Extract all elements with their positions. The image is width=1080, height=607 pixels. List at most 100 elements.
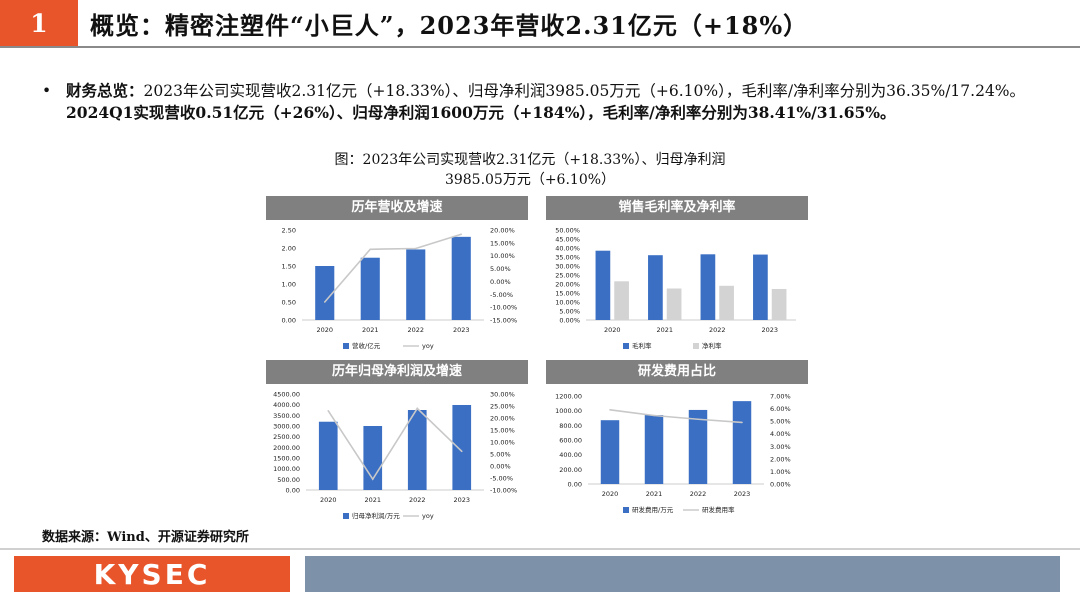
left-tick-label: 200.00: [559, 466, 582, 474]
series-line: [327, 407, 463, 481]
left-tick-label: 500.00: [277, 476, 300, 484]
figure-caption-line2: 3985.05万元（+6.10%）: [444, 172, 616, 188]
bar: [407, 410, 427, 490]
bar: [614, 281, 629, 320]
line-point: [416, 407, 419, 410]
right-tick-label: -15.00%: [490, 317, 517, 325]
summary-bullet: • 财务总览：2023年公司实现营收2.31亿元（+18.33%）、归母净利润3…: [42, 80, 1032, 124]
category-label: 2023: [761, 326, 778, 334]
legend-label: 归母净利润/万元: [352, 511, 400, 520]
figure-caption-line1: 图：2023年公司实现营收2.31亿元（+18.33%）、归母净利润: [334, 152, 726, 168]
bullet-dot: •: [42, 82, 52, 100]
right-tick-label: 0.00%: [490, 463, 511, 471]
left-tick-label: 0.00: [282, 317, 296, 325]
left-tick-label: 0.50: [282, 299, 296, 307]
footer-divider: [0, 548, 1080, 550]
right-tick-label: 5.00%: [490, 451, 511, 459]
left-tick-label: 20.00%: [555, 281, 580, 289]
left-tick-label: 5.00%: [559, 308, 580, 316]
right-tick-label: 15.00%: [490, 427, 515, 435]
left-tick-label: 1.50: [282, 263, 296, 271]
left-tick-label: 0.00: [286, 487, 300, 495]
chart-panel-netprofit: 历年归母净利润及增速 4500.00 4000.00 3500.00 3000.00 2…: [266, 360, 528, 528]
right-tick-label: 10.00%: [490, 439, 515, 447]
right-tick-label: 25.00%: [490, 403, 515, 411]
chart-title-margin: 销售毛利率及净利率: [546, 196, 808, 220]
legend-label: 研发费用/万元: [632, 505, 674, 514]
chart-title-netprofit: 历年归母净利润及增速: [266, 360, 528, 384]
bar: [688, 409, 708, 484]
line-point: [371, 478, 374, 480]
right-tick-label: 5.00%: [770, 418, 791, 426]
figure-caption: 图：2023年公司实现营收2.31亿元（+18.33%）、归母净利润 3985.…: [320, 150, 740, 190]
chart-panel-margin: 销售毛利率及净利率 50.00% 45.00% 40.00% 35.00% 30.00%…: [546, 196, 808, 364]
legend-label: 毛利率: [632, 341, 652, 350]
left-tick-label: 2000.00: [273, 444, 300, 452]
category-label: 2021: [362, 326, 379, 334]
chart-margin: 50.00%45.00%40.00%35.00%30.00%25.00%20.0…: [555, 227, 796, 350]
legend-label: 净利率: [702, 341, 722, 350]
summary-text-2024q1: 2024Q1实现营收0.51亿元（+26%）、归母净利润1600万元（+184%…: [66, 103, 896, 122]
chart-panel-revenue: 历年营收及增速 2.50 2.00 1.50 1.00 0.50 0.00 20.00% 15…: [266, 196, 528, 364]
left-tick-label: 10.00%: [555, 299, 580, 307]
bar: [406, 249, 426, 320]
bar: [318, 421, 338, 490]
bar: [719, 285, 734, 320]
line-point: [609, 409, 611, 411]
left-tick-label: 45.00%: [555, 236, 580, 244]
summary-lead: 财务总览：: [66, 81, 144, 100]
section-number: 1: [0, 0, 78, 46]
right-tick-label: 7.00%: [770, 393, 791, 401]
legend-swatch: [623, 343, 629, 349]
legend-swatch: [693, 343, 699, 349]
left-tick-label: 4500.00: [273, 391, 300, 399]
chart-netprofit: 4500.00 4000.00 3500.00 3000.00 2500.00 2000.…: [273, 391, 517, 521]
right-tick-label: -10.00%: [490, 304, 517, 312]
line-point: [414, 247, 417, 250]
series-line: [324, 233, 462, 303]
bar: [644, 415, 664, 484]
legend-label: 营收/亿元: [352, 341, 381, 350]
right-tick-label: 4.00%: [770, 430, 791, 438]
data-source: 数据来源：Wind、开源证券研究所: [42, 530, 249, 545]
left-tick-label: 4000.00: [273, 401, 300, 409]
left-tick-label: 1000.00: [555, 407, 582, 415]
left-tick-label: 25.00%: [555, 272, 580, 280]
bar: [700, 254, 716, 320]
right-tick-label: 10.00%: [490, 252, 515, 260]
line-point: [323, 301, 326, 303]
right-tick-label: 6.00%: [770, 405, 791, 413]
category-label: 2021: [364, 496, 381, 504]
bar: [315, 266, 335, 320]
bar: [452, 404, 472, 490]
left-tick-label: 30.00%: [555, 263, 580, 271]
category-label: 2023: [453, 326, 470, 334]
bar: [595, 250, 611, 320]
left-tick-label: 1000.00: [273, 465, 300, 473]
right-tick-label: 0.00%: [770, 481, 791, 489]
series-line: [609, 409, 743, 424]
bar: [363, 426, 383, 490]
line-point: [460, 233, 463, 236]
category-label: 2022: [690, 490, 707, 498]
category-label: 2020: [602, 490, 619, 498]
category-label: 2020: [316, 326, 333, 334]
left-tick-label: 15.00%: [555, 290, 580, 298]
legend-swatch: [343, 513, 349, 519]
right-tick-label: -5.00%: [490, 475, 513, 483]
left-tick-label: 800.00: [559, 422, 582, 430]
bar: [771, 288, 787, 320]
category-label: 2022: [407, 326, 424, 334]
logo-text: KYSEC: [93, 557, 211, 591]
bar: [451, 236, 471, 320]
bar: [732, 401, 752, 484]
bar: [360, 257, 380, 320]
line-point: [697, 418, 699, 421]
chart-revenue: 2.50 2.00 1.50 1.00 0.50 0.00 20.00% 15.00% 10.0…: [282, 227, 518, 351]
bar: [600, 420, 620, 484]
left-tick-label: 35.00%: [555, 254, 580, 262]
category-label: 2021: [646, 490, 663, 498]
line-point: [653, 414, 655, 417]
kysec-logo: KYSEC: [14, 556, 290, 592]
category-label: 2020: [604, 326, 621, 334]
